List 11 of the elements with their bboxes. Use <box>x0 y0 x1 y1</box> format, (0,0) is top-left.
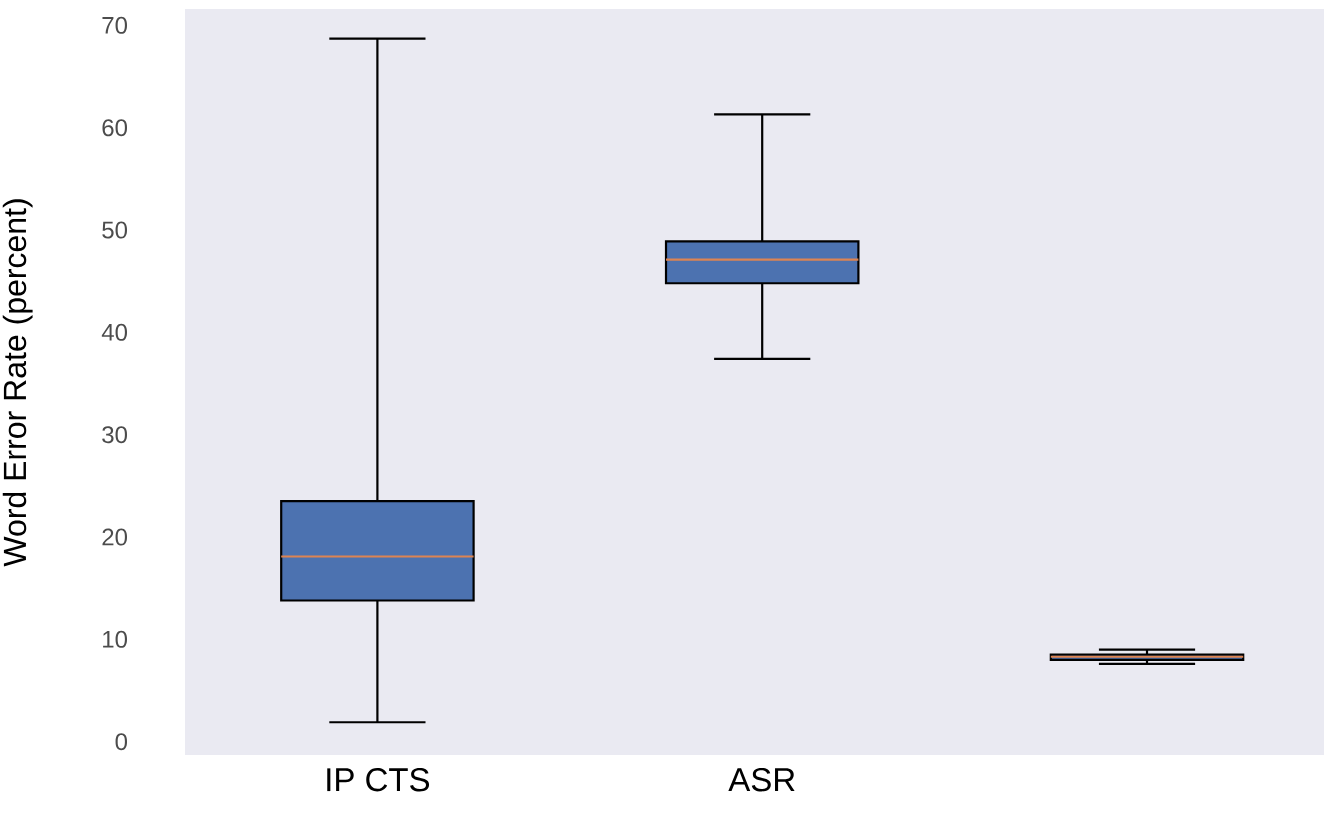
y-tick-label: 60 <box>102 119 128 137</box>
y-axis-title: Word Error Rate (percent) <box>2 199 33 567</box>
y-tick-label: 10 <box>103 630 128 648</box>
y-tick-label: 50 <box>102 221 128 239</box>
y-tick-label: 20 <box>102 528 128 546</box>
x-tick-label: ASR <box>728 768 795 792</box>
y-tick-label: 70 <box>102 16 128 34</box>
y-tick-label: 0 <box>115 733 128 751</box>
y-tick-label: 30 <box>102 426 128 444</box>
y-tick-label: 40 <box>101 323 128 341</box>
x-tick-label: IP CTS <box>327 768 430 792</box>
